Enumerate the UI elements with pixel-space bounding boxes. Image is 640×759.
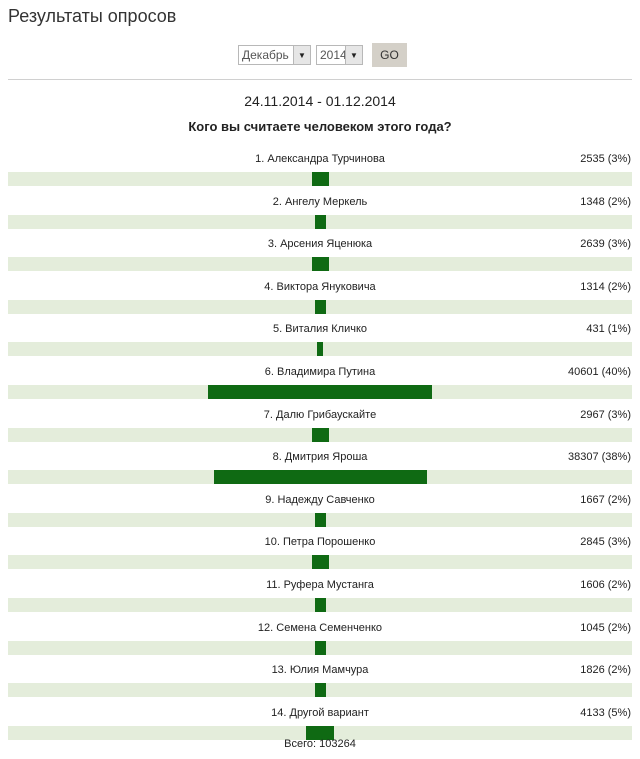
result-bar-track — [8, 555, 632, 570]
result-bar — [312, 172, 329, 186]
vote-count: 38307 (38%) — [568, 451, 631, 464]
vote-count: 40601 (40%) — [568, 365, 631, 378]
result-bar-track — [8, 512, 632, 527]
result-bar — [315, 683, 326, 698]
result-bar — [312, 427, 329, 442]
result-row: 11. Руфера Мустанга 1606 (2%) — [0, 577, 640, 620]
candidate-name: 14. Другой вариант — [271, 706, 369, 719]
result-row: 6. Владимира Путина 40601 (40%) — [0, 364, 640, 407]
vote-count: 2639 (3%) — [580, 238, 631, 251]
candidate-name: 10. Петра Порошенко — [264, 536, 376, 549]
year-select-value: 2014 — [320, 48, 347, 62]
result-row: 8. Дмитрия Яроша 38307 (38%) — [0, 449, 640, 492]
candidate-name: 6. Владимира Путина — [264, 365, 376, 378]
result-bar — [317, 342, 323, 357]
poll-date-range: 24.11.2014 - 01.12.2014 — [244, 93, 396, 109]
result-bar — [214, 470, 427, 485]
result-bar-track — [8, 384, 632, 399]
poll-total: Всего: 103264 — [284, 738, 356, 750]
month-select-value: Декабрь — [242, 48, 289, 62]
result-bar — [208, 384, 432, 399]
candidate-name: 8. Дмитрия Яроша — [272, 451, 368, 464]
result-row: 13. Юлия Мамчура 1826 (2%) — [0, 662, 640, 705]
candidate-name: 13. Юлия Мамчура — [271, 664, 369, 677]
result-row: 14. Другой вариант 4133 (5%) — [0, 705, 640, 748]
vote-count: 1348 (2%) — [580, 195, 631, 208]
vote-count: 431 (1%) — [586, 323, 631, 336]
candidate-name: 4. Виктора Януковича — [264, 280, 376, 293]
result-bar-track — [8, 683, 632, 698]
result-bar — [306, 725, 334, 740]
result-bar-track — [8, 427, 632, 442]
candidate-name: 12. Семена Семенченко — [257, 621, 383, 634]
result-row: 2. Ангелу Меркель 1348 (2%) — [0, 194, 640, 237]
month-select[interactable]: Декабрь ▼ — [238, 45, 311, 65]
vote-count: 2535 (3%) — [580, 153, 631, 165]
candidate-name: 3. Арсения Яценюка — [267, 238, 373, 251]
candidate-name: 7. Далю Грибаускайте — [263, 408, 377, 421]
result-bar-track — [8, 342, 632, 357]
candidate-name: 5. Виталия Кличко — [272, 323, 368, 336]
result-row: 3. Арсения Яценюка 2639 (3%) — [0, 236, 640, 279]
result-row: 10. Петра Порошенко 2845 (3%) — [0, 534, 640, 577]
result-bar-track — [8, 257, 632, 272]
candidate-name: 1. Александра Турчинова — [255, 153, 385, 165]
vote-count: 4133 (5%) — [580, 706, 631, 719]
chevron-down-icon[interactable]: ▼ — [345, 46, 362, 64]
candidate-name: 9. Надежду Савченко — [265, 493, 375, 506]
vote-count: 1826 (2%) — [580, 664, 631, 677]
divider — [8, 79, 632, 80]
year-select[interactable]: 2014 ▼ — [316, 45, 363, 65]
result-bar — [315, 512, 326, 527]
chevron-down-icon[interactable]: ▼ — [293, 46, 310, 64]
result-bar-track — [8, 597, 632, 612]
vote-count: 1667 (2%) — [580, 493, 631, 506]
result-bar-track — [8, 725, 632, 740]
page-title: Результаты опросов — [8, 6, 177, 26]
vote-count: 2845 (3%) — [580, 536, 631, 549]
candidate-name: 11. Руфера Мустанга — [266, 578, 374, 591]
result-bar — [315, 299, 326, 314]
period-filter: Декабрь ▼ 2014 ▼ GO — [238, 43, 407, 67]
result-row: 4. Виктора Януковича 1314 (2%) — [0, 279, 640, 322]
result-bar — [315, 640, 326, 655]
candidate-name: 2. Ангелу Меркель — [272, 195, 368, 208]
result-bar-track — [8, 640, 632, 655]
vote-count: 1314 (2%) — [580, 280, 631, 293]
vote-count: 2967 (3%) — [580, 408, 631, 421]
result-row: 1. Александра Турчинова 2535 (3%) — [0, 151, 640, 194]
result-row: 7. Далю Грибаускайте 2967 (3%) — [0, 407, 640, 450]
result-bar — [315, 597, 326, 612]
result-bar-track — [8, 172, 632, 186]
result-row: 9. Надежду Савченко 1667 (2%) — [0, 492, 640, 535]
result-bar-track — [8, 299, 632, 314]
go-button[interactable]: GO — [372, 43, 407, 67]
poll-results-list: 1. Александра Турчинова 2535 (3%) 2. Ангел… — [0, 151, 640, 747]
result-bar-track — [8, 470, 632, 485]
result-row: 5. Виталия Кличко 431 (1%) — [0, 321, 640, 364]
vote-count: 1045 (2%) — [580, 621, 631, 634]
result-row: 12. Семена Семенченко 1045 (2%) — [0, 620, 640, 663]
result-bar — [312, 257, 329, 272]
result-bar — [315, 214, 326, 229]
result-bar-track — [8, 214, 632, 229]
poll-question: Кого вы считаете человеком этого года? — [188, 119, 452, 134]
result-bar — [312, 555, 329, 570]
vote-count: 1606 (2%) — [580, 578, 631, 591]
